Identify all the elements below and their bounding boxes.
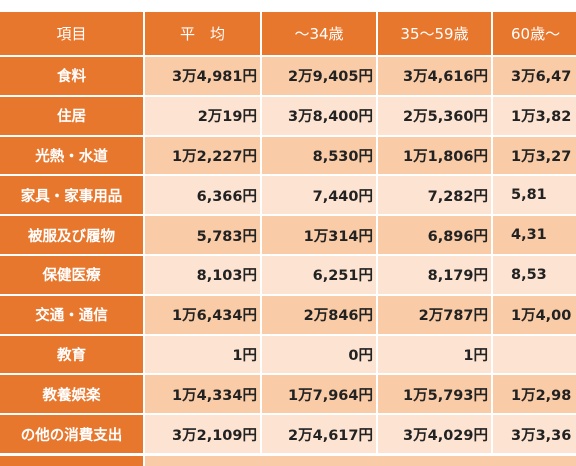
value-cell: 3万2,109円 [145,415,260,453]
value-cell: 6,251円 [262,256,376,294]
value-cell: 2万787円 [378,295,491,334]
value-cell: 8,103円 [145,256,260,294]
value-cell: 6,896円 [378,216,491,254]
header-cell: ～34歳 [262,12,376,55]
value-cell: 2万4,617円 [262,415,376,453]
value-cell: 8,53 [493,256,576,294]
value-cell: 1万3,82 [493,96,576,135]
value-cell: 3万4,981円 [145,57,260,95]
value-cell: 8,179円 [378,256,491,294]
value-cell: 1万3,27 [493,136,576,175]
row-label: 光熱・水道 [0,136,143,175]
row-label: 教育 [0,335,143,374]
value-cell: 1万6,434円 [145,295,260,334]
value-cell: 2万9,405円 [262,57,376,95]
value-cell: 1万4,334円 [145,375,260,414]
value-cell: 3万8,400円 [262,96,376,135]
value-cell: 0円 [262,335,376,374]
value-cell: 1万5,793円 [378,375,491,414]
cropped-row [0,456,576,466]
value-cell: 5,783円 [145,216,260,254]
value-cell [493,335,576,374]
value-cell: 2万846円 [262,295,376,334]
row-label: 食料 [0,57,143,95]
header-cell: 項目 [0,12,143,55]
value-cell: 1万1,806円 [378,136,491,175]
value-cell: 3万6,47 [493,57,576,95]
row-label: 家具・家事用品 [0,176,143,215]
value-cell: 3万4,029円 [378,415,491,453]
row-label: 教養娯楽 [0,375,143,414]
row-label: 住居 [0,96,143,135]
value-cell: 5,81 [493,176,576,215]
value-cell: 8,530円 [262,136,376,175]
value-cell: 1円 [145,335,260,374]
value-cell: 7,440円 [262,176,376,215]
header-cell: 60歳～ [493,12,576,55]
value-cell: 3万4,616円 [378,57,491,95]
header-cell: 平 均 [145,12,260,55]
value-cell: 1万7,964円 [262,375,376,414]
value-cell: 1円 [378,335,491,374]
row-label: の他の消費支出 [0,415,143,453]
value-cell: 4,31 [493,216,576,254]
row-label: 交通・通信 [0,295,143,334]
value-cell: 1万314円 [262,216,376,254]
row-label: 保健医療 [0,256,143,294]
value-cell: 3万3,36 [493,415,576,453]
value-cell: 6,366円 [145,176,260,215]
value-cell: 1万2,98 [493,375,576,414]
header-cell: 35～59歳 [378,12,491,55]
row-label: 被服及び履物 [0,216,143,254]
value-cell: 1万2,227円 [145,136,260,175]
value-cell: 7,282円 [378,176,491,215]
value-cell: 2万19円 [145,96,260,135]
value-cell: 2万5,360円 [378,96,491,135]
value-cell: 1万4,00 [493,295,576,334]
